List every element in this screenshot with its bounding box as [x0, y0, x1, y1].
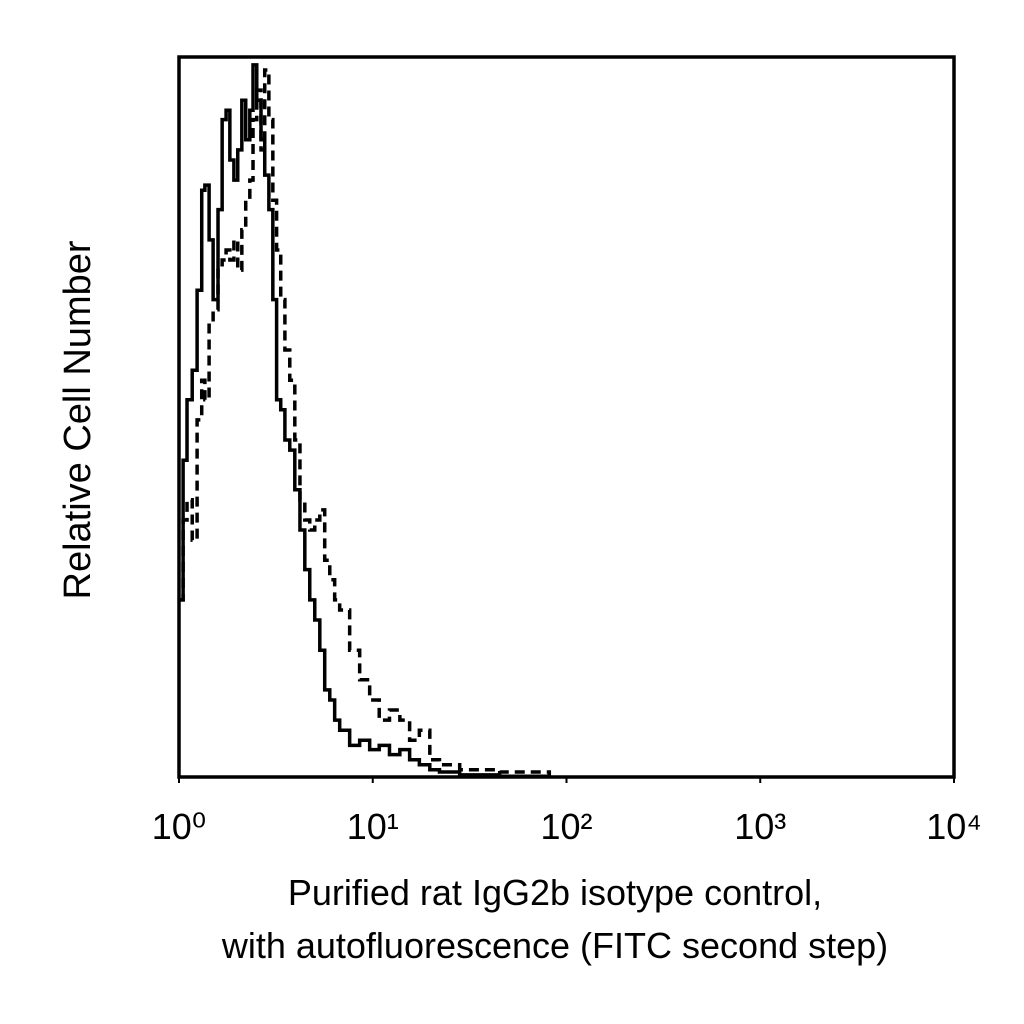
- x-tick-label: 10⁴: [926, 806, 982, 847]
- y-axis-label: Relative Cell Number: [57, 240, 99, 599]
- x-tick-label: 10³: [734, 806, 786, 847]
- x-tick-label: 10⁰: [152, 806, 206, 847]
- plot-frame: [177, 55, 956, 779]
- x-axis-label: Purified rat IgG2b isotype control,: [288, 872, 822, 913]
- x-tick-label: 10¹: [347, 806, 399, 847]
- x-axis-label: with autofluorescence (FITC second step): [221, 925, 888, 966]
- histogram-line: [179, 68, 552, 777]
- x-tick-label: 10²: [540, 806, 592, 847]
- histogram-line: [179, 63, 552, 779]
